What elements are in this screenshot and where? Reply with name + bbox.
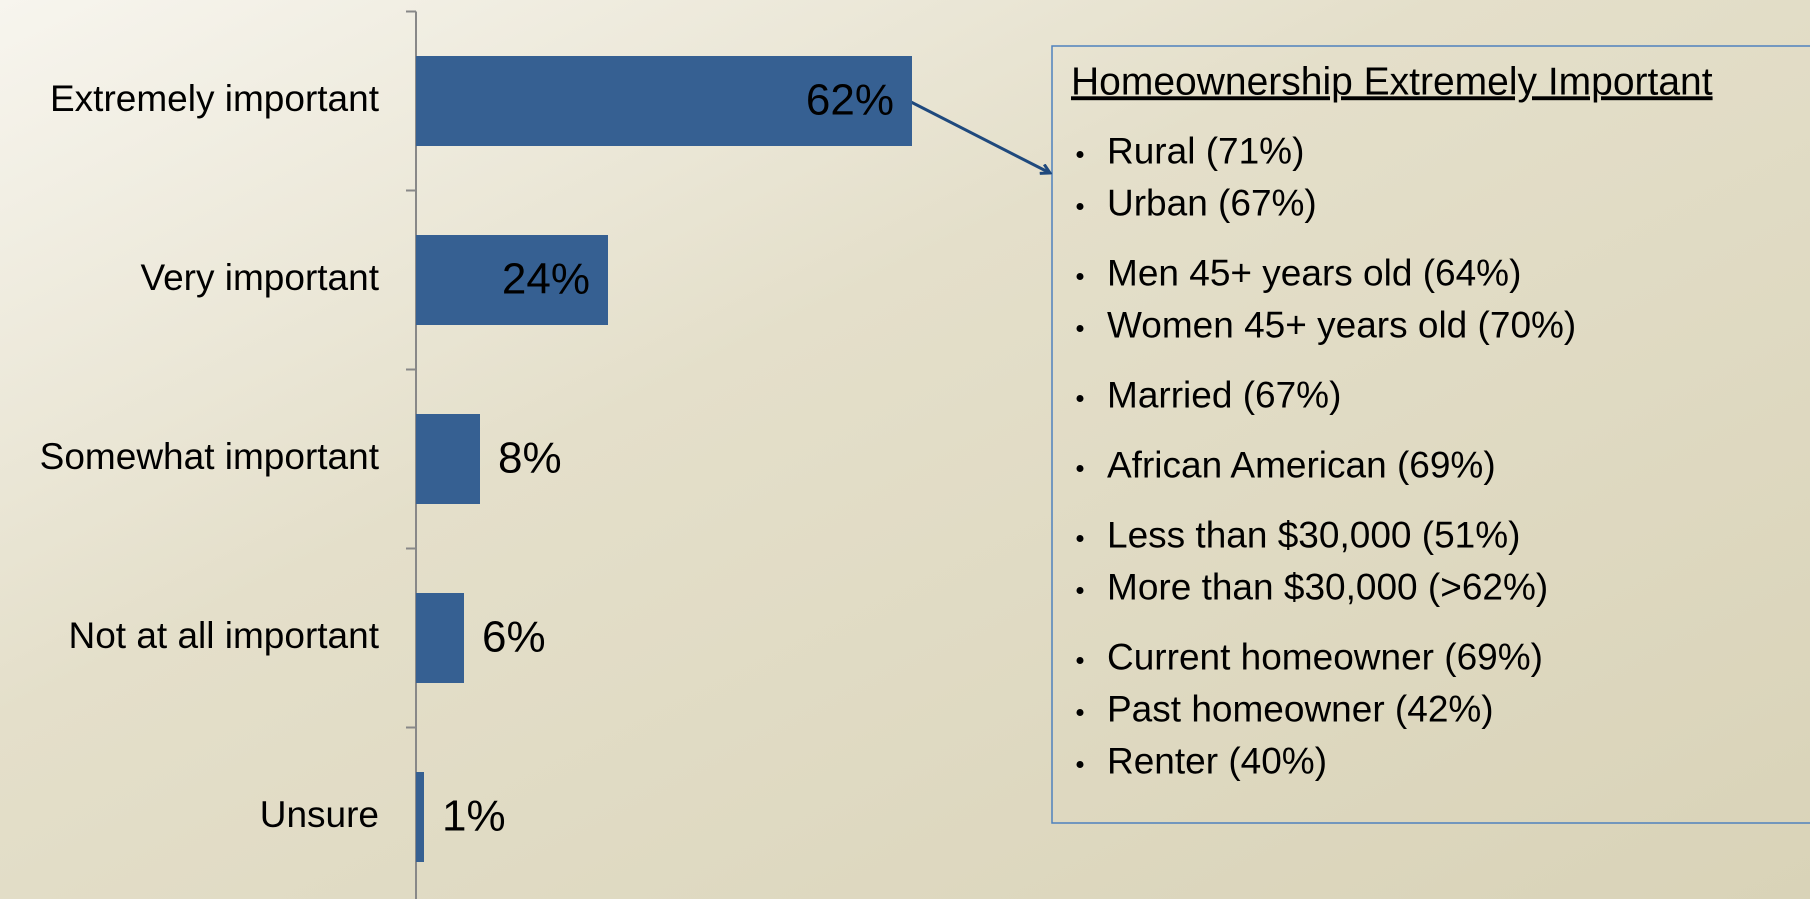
bullet (1076, 151, 1084, 158)
annotation-item: Current homeowner (69%) (1107, 636, 1543, 677)
annotation-item: Past homeowner (42%) (1107, 688, 1494, 729)
category-label: Not at all important (68, 615, 379, 656)
bar (416, 235, 608, 325)
value-label: 1% (442, 792, 506, 841)
value-label: 8% (498, 434, 562, 483)
category-label: Somewhat important (40, 436, 380, 477)
value-label: 6% (482, 613, 546, 662)
bullet (1076, 761, 1084, 768)
annotation-item: More than $30,000 (>62%) (1107, 566, 1548, 607)
bullet (1076, 709, 1084, 716)
category-label: Unsure (260, 794, 379, 835)
bullet (1076, 657, 1084, 664)
annotation-title: Homeownership Extremely Important (1071, 60, 1713, 103)
bullet (1076, 203, 1084, 210)
annotation-item: Less than $30,000 (51%) (1107, 514, 1520, 555)
bar (416, 593, 464, 683)
bullet (1076, 395, 1084, 402)
bar (416, 56, 912, 146)
category-label: Extremely important (50, 78, 380, 119)
annotation-item: Urban (67%) (1107, 182, 1317, 223)
annotation-item: Men 45+ years old (64%) (1107, 252, 1521, 293)
category-label: Very important (140, 257, 379, 298)
annotation-box (1051, 45, 1810, 824)
bullet (1076, 273, 1084, 280)
annotation-item: Rural (71%) (1107, 130, 1304, 171)
bullet (1076, 587, 1084, 594)
bar (416, 414, 480, 504)
annotation-item: Women 45+ years old (70%) (1107, 304, 1576, 345)
value-label: 62% (806, 76, 894, 125)
bullet (1076, 325, 1084, 332)
arrow (910, 100, 1050, 173)
annotation-item: Renter (40%) (1107, 740, 1327, 781)
bar (416, 772, 424, 862)
annotation-item: African American (69%) (1107, 444, 1496, 485)
bullet (1076, 535, 1084, 542)
bullet (1076, 465, 1084, 472)
annotation-item: Married (67%) (1107, 374, 1341, 415)
value-label: 24% (502, 255, 590, 304)
